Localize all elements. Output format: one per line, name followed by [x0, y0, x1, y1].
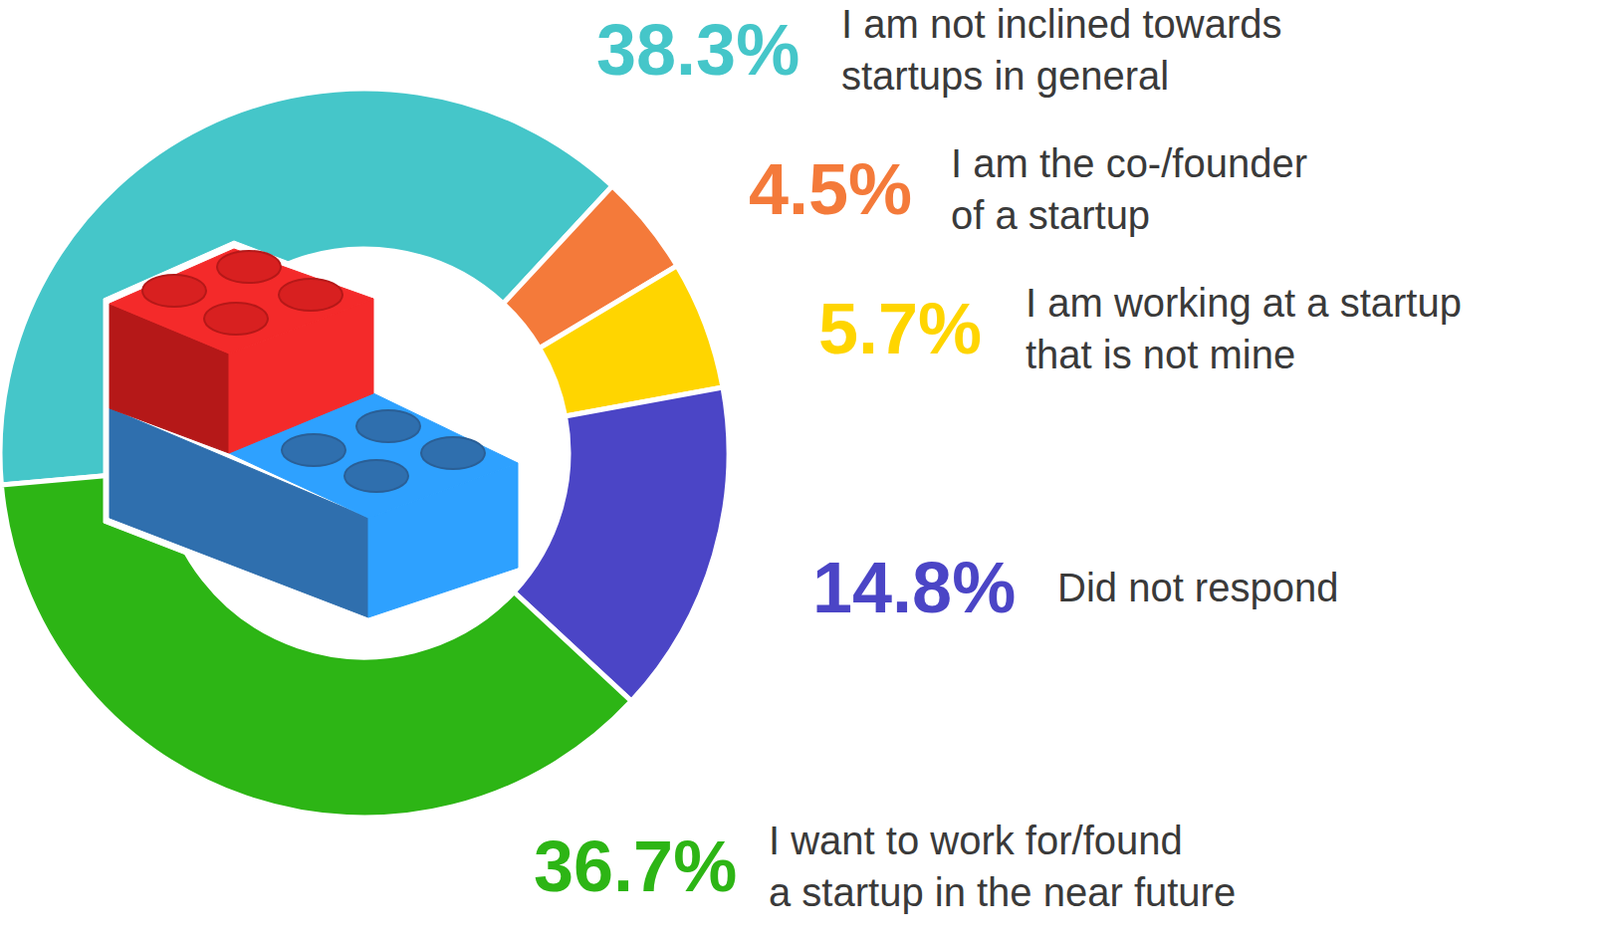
svg-text:38.3%: 38.3% — [596, 9, 800, 90]
svg-text:5.7%: 5.7% — [818, 288, 982, 369]
svg-text:I am the co-/founderof a start: I am the co-/founderof a startup — [950, 141, 1308, 237]
svg-text:14.8%: 14.8% — [812, 547, 1016, 628]
svg-text:Did not respond: Did not respond — [1057, 565, 1339, 610]
svg-text:4.5%: 4.5% — [748, 149, 913, 229]
svg-text:I am working at a startupthat: I am working at a startupthat is not min… — [1025, 280, 1462, 377]
svg-text:I am not inclined towardsstart: I am not inclined towardsstartups in gen… — [841, 1, 1282, 98]
svg-text:I want to work for/founda star: I want to work for/founda startup in the… — [768, 818, 1236, 915]
svg-text:36.7%: 36.7% — [533, 826, 737, 907]
